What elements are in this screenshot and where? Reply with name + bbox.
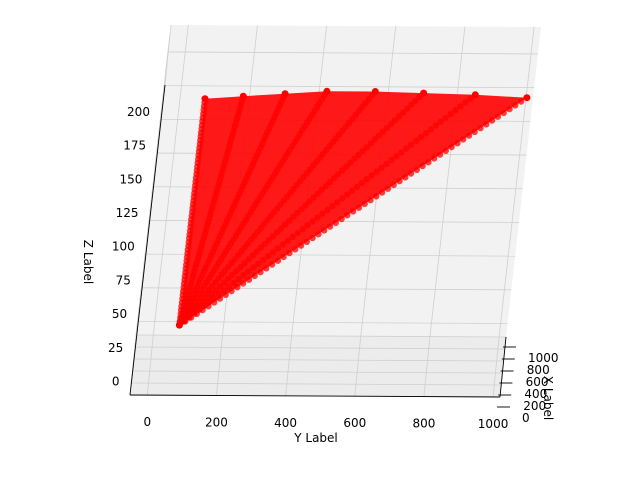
z-tick-label: 200 [127,105,150,119]
x-grid-line [133,358,504,362]
x-axis-label: X Label [541,376,555,420]
y-tick-label: 800 [412,417,435,431]
y-grid-line [354,336,362,397]
data-point [323,87,331,95]
z-tick-label: 75 [116,273,131,287]
tick-labels: 0 200 400 600 800 100002550751001251501752000… [108,105,559,431]
x-grid-line [134,346,505,350]
z-axis-label: Z Label [81,240,95,284]
z-tick-label: 25 [108,341,123,355]
y-grid-line [429,26,466,337]
x-grid-line [131,382,502,386]
y-grid-line [285,335,293,396]
data-point [201,95,209,103]
z-tick-label: 100 [112,240,135,254]
x-tick-label: 600 [526,375,549,389]
y-grid-line [216,335,223,396]
z-grid-line [164,85,535,89]
y-grid-line [423,336,431,397]
z-grid-line [167,51,538,55]
data-point [371,88,379,95]
y-grid-line [152,25,189,336]
z-tick-label: 50 [112,307,127,321]
x-tick-label: 0 [522,411,530,425]
y-grid-line [492,336,500,398]
data-point [239,92,247,100]
x-tick-label: 1000 [528,351,559,365]
y-tick-label: 0 [143,415,151,429]
z-tick-label: 0 [112,375,120,389]
x-tick-label: 800 [527,363,550,377]
y-grid-line [146,335,154,396]
x-tick-label: 200 [523,399,546,413]
y-axis-label: Y Label [293,431,338,445]
x-grid-line [135,334,507,338]
y-tick-label: 200 [205,415,228,429]
data-points-fill [179,91,527,326]
y-tick-label: 400 [274,416,297,430]
y-tick-label: 1000 [478,417,509,431]
data-point [175,321,183,329]
y-grid-line [498,26,535,338]
z-tick-label: 125 [116,206,139,220]
data-point [420,89,428,97]
y-axis-line [129,394,501,398]
z-tick-label: 175 [123,139,146,153]
z-axis-line [129,84,166,396]
z-tick-label: 150 [119,172,142,186]
data-points [175,87,531,329]
x-grid-line [132,370,503,374]
data-point [471,91,479,99]
floor-pane [130,335,506,397]
x-tick-label: 400 [524,387,547,401]
y-tick-label: 600 [343,416,366,430]
x-grid-line [135,24,172,336]
data-point [281,90,289,98]
z-grid-line [137,321,508,324]
data-point [523,94,531,102]
